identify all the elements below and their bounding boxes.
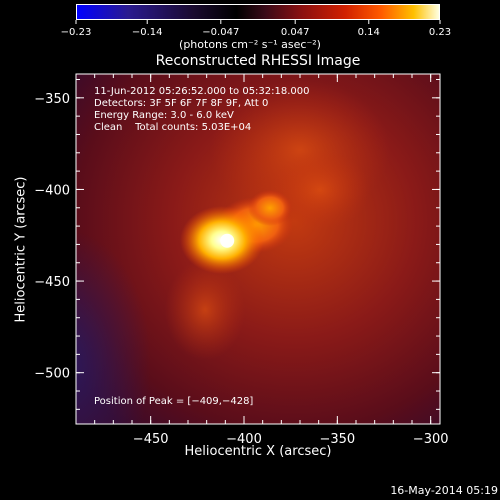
colorbar-tick-label: 0.23 xyxy=(429,27,451,38)
heatmap-image xyxy=(76,74,440,424)
colorbar-tick-label: −0.047 xyxy=(202,27,239,38)
x-tick-label: −300 xyxy=(413,432,449,447)
plot-frame xyxy=(75,73,441,425)
y-axis-label: Heliocentric Y (arcsec) xyxy=(13,176,29,323)
colorbar-tick-label: −0.14 xyxy=(132,27,163,38)
detectors-info: Detectors: 3F 5F 6F 7F 8F 9F, Att 0 xyxy=(94,98,269,109)
chart-title: Reconstructed RHESSI Image xyxy=(155,53,361,69)
y-tick-label: −350 xyxy=(34,92,70,107)
x-tick-label: −350 xyxy=(319,432,355,447)
y-axis: −350 −400 −450 −500 xyxy=(34,78,440,410)
x-tick-label: −450 xyxy=(133,432,169,447)
peak-position-label: Position of Peak = [−409,−428] xyxy=(94,396,254,407)
colorbar-tick-label: 0.14 xyxy=(358,27,380,38)
colorbar xyxy=(76,4,440,20)
footer-timestamp: 16-May-2014 05:19 xyxy=(390,484,498,497)
y-tick-label: −450 xyxy=(34,275,70,290)
colorbar-unit-label: (photons cm⁻² s⁻¹ asec⁻²) xyxy=(179,38,321,51)
x-tick-label: −400 xyxy=(226,432,262,447)
energy-range: Energy Range: 3.0 - 6.0 keV xyxy=(94,110,234,121)
y-tick-label: −500 xyxy=(34,367,70,382)
observation-time: 11-Jun-2012 05:26:52.000 to 05:32:18.000 xyxy=(94,86,310,97)
clean-total-counts: Clean Total counts: 5.03E+04 xyxy=(94,122,252,133)
y-tick-label: −400 xyxy=(34,183,70,198)
peak-point xyxy=(220,233,235,248)
colorbar-ticks: −0.23 −0.14 −0.047 0.047 0.14 0.23 xyxy=(61,20,451,38)
colorbar-tick-label: −0.23 xyxy=(61,27,92,38)
peak-marker xyxy=(220,233,235,248)
colorbar-tick-label: 0.047 xyxy=(281,27,310,38)
x-axis: −450 −400 −350 −300 xyxy=(94,74,449,447)
x-axis-label: Heliocentric X (arcsec) xyxy=(184,444,332,459)
